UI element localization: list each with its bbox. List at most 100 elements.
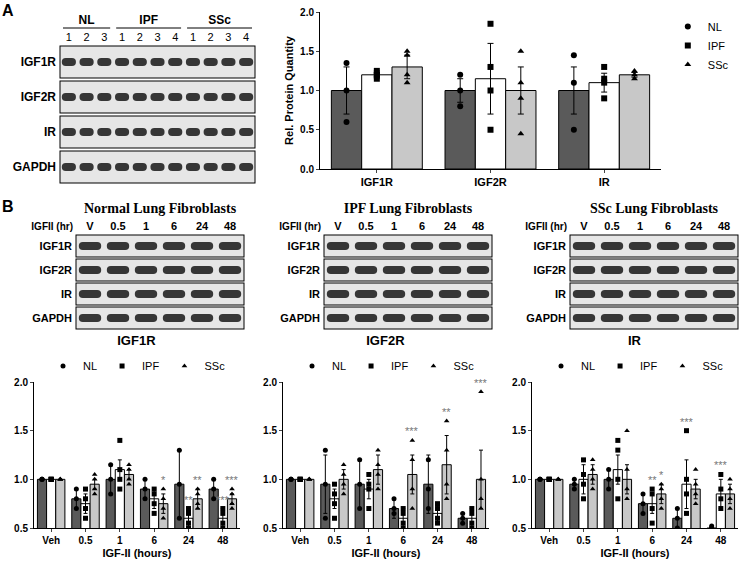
svg-text:4: 4 bbox=[172, 31, 178, 43]
svg-text:IGF1R: IGF1R bbox=[288, 240, 320, 252]
svg-text:GAPDH: GAPDH bbox=[526, 312, 566, 324]
svg-text:IGF1R: IGF1R bbox=[40, 240, 72, 252]
svg-text:IPF: IPF bbox=[142, 360, 159, 372]
svg-text:0.5: 0.5 bbox=[577, 535, 591, 546]
svg-text:IGF1R: IGF1R bbox=[117, 333, 156, 348]
svg-text:Normal Lung Fibroblasts: Normal Lung Fibroblasts bbox=[84, 201, 237, 216]
svg-text:IGF2R: IGF2R bbox=[21, 90, 57, 104]
svg-text:6: 6 bbox=[665, 220, 671, 232]
svg-text:1.5: 1.5 bbox=[512, 425, 526, 436]
svg-text:B: B bbox=[2, 198, 14, 215]
svg-text:1: 1 bbox=[66, 31, 72, 43]
svg-text:IR: IR bbox=[628, 333, 642, 348]
svg-text:2.0: 2.0 bbox=[512, 377, 526, 388]
svg-text:***: *** bbox=[680, 416, 694, 428]
svg-text:1: 1 bbox=[615, 535, 621, 546]
svg-text:3: 3 bbox=[154, 31, 160, 43]
svg-text:NL: NL bbox=[79, 13, 95, 27]
svg-text:1: 1 bbox=[637, 220, 643, 232]
svg-text:IGF2R: IGF2R bbox=[40, 264, 72, 276]
svg-text:0.5: 0.5 bbox=[604, 220, 619, 232]
svg-text:48: 48 bbox=[718, 220, 730, 232]
svg-text:SSc: SSc bbox=[453, 360, 474, 372]
svg-text:2: 2 bbox=[137, 31, 143, 43]
svg-text:3: 3 bbox=[225, 31, 231, 43]
svg-text:4: 4 bbox=[243, 31, 249, 43]
svg-text:IR: IR bbox=[44, 125, 56, 139]
svg-text:V: V bbox=[86, 220, 94, 232]
svg-text:IGF-II (hours): IGF-II (hours) bbox=[600, 547, 669, 559]
svg-text:Veh: Veh bbox=[291, 535, 309, 546]
svg-text:***: *** bbox=[714, 459, 728, 471]
svg-text:48: 48 bbox=[217, 535, 229, 546]
svg-text:6: 6 bbox=[419, 220, 425, 232]
svg-text:2: 2 bbox=[84, 31, 90, 43]
svg-text:2.0: 2.0 bbox=[14, 377, 28, 388]
svg-text:GAPDH: GAPDH bbox=[280, 312, 320, 324]
svg-text:0.5: 0.5 bbox=[14, 523, 28, 534]
svg-text:0.5: 0.5 bbox=[110, 220, 125, 232]
svg-text:1: 1 bbox=[190, 31, 196, 43]
svg-text:IGF2R: IGF2R bbox=[288, 264, 320, 276]
svg-text:**: ** bbox=[442, 406, 451, 418]
svg-text:0.5: 0.5 bbox=[263, 523, 277, 534]
svg-text:IGFII (hr): IGFII (hr) bbox=[279, 221, 321, 232]
svg-text:IR: IR bbox=[309, 288, 320, 300]
svg-text:1.0: 1.0 bbox=[263, 474, 277, 485]
svg-text:6: 6 bbox=[151, 535, 157, 546]
svg-text:**: ** bbox=[648, 474, 657, 486]
svg-text:1.0: 1.0 bbox=[14, 474, 28, 485]
svg-text:IGF-II (hours): IGF-II (hours) bbox=[102, 547, 171, 559]
svg-text:1: 1 bbox=[117, 535, 123, 546]
svg-text:IPF: IPF bbox=[708, 40, 725, 52]
svg-text:1: 1 bbox=[119, 31, 125, 43]
svg-text:SSc: SSc bbox=[702, 360, 723, 372]
svg-text:1: 1 bbox=[391, 220, 397, 232]
svg-text:GAPDH: GAPDH bbox=[13, 160, 56, 174]
svg-text:**: ** bbox=[193, 474, 202, 486]
svg-text:IGFII (hr): IGFII (hr) bbox=[525, 221, 567, 232]
svg-text:6: 6 bbox=[171, 220, 177, 232]
svg-text:24: 24 bbox=[196, 220, 209, 232]
svg-text:2: 2 bbox=[208, 31, 214, 43]
svg-text:SSc: SSc bbox=[204, 360, 225, 372]
svg-text:6: 6 bbox=[649, 535, 655, 546]
svg-text:V: V bbox=[334, 220, 342, 232]
svg-text:GAPDH: GAPDH bbox=[32, 312, 72, 324]
svg-text:0.0: 0.0 bbox=[300, 164, 314, 175]
svg-text:NL: NL bbox=[708, 21, 722, 33]
svg-text:NL: NL bbox=[332, 360, 346, 372]
svg-text:48: 48 bbox=[224, 220, 236, 232]
svg-text:V: V bbox=[580, 220, 588, 232]
svg-text:0.5: 0.5 bbox=[300, 124, 314, 135]
svg-text:1.5: 1.5 bbox=[300, 46, 314, 57]
svg-text:SSc Lung Fibroblasts: SSc Lung Fibroblasts bbox=[590, 201, 719, 216]
svg-text:IPF Lung Fibroblasts: IPF Lung Fibroblasts bbox=[344, 201, 473, 216]
svg-text:IGF1R: IGF1R bbox=[21, 55, 57, 69]
svg-text:IPF: IPF bbox=[139, 13, 158, 27]
svg-text:IGF1R: IGF1R bbox=[534, 240, 566, 252]
svg-text:24: 24 bbox=[432, 535, 444, 546]
svg-text:3: 3 bbox=[101, 31, 107, 43]
svg-text:IGFII (hr): IGFII (hr) bbox=[31, 221, 73, 232]
svg-text:IR: IR bbox=[61, 288, 72, 300]
svg-text:*: * bbox=[161, 474, 166, 486]
svg-text:48: 48 bbox=[466, 535, 478, 546]
svg-text:Veh: Veh bbox=[42, 535, 60, 546]
svg-text:1.0: 1.0 bbox=[300, 85, 314, 96]
svg-text:24: 24 bbox=[444, 220, 457, 232]
svg-text:Rel. Protein Quantity: Rel. Protein Quantity bbox=[283, 35, 295, 145]
svg-text:***: *** bbox=[225, 474, 239, 486]
svg-text:0.5: 0.5 bbox=[79, 535, 93, 546]
svg-text:SSc: SSc bbox=[708, 59, 729, 71]
svg-text:*: * bbox=[659, 469, 664, 481]
svg-text:1.5: 1.5 bbox=[263, 425, 277, 436]
svg-text:IGF-II (hours): IGF-II (hours) bbox=[351, 547, 420, 559]
svg-text:0.5: 0.5 bbox=[328, 535, 342, 546]
svg-text:0.5: 0.5 bbox=[512, 523, 526, 534]
svg-text:1: 1 bbox=[143, 220, 149, 232]
svg-text:IGF2R: IGF2R bbox=[474, 176, 506, 188]
svg-text:***: *** bbox=[216, 494, 230, 506]
svg-text:***: *** bbox=[474, 377, 488, 389]
svg-text:24: 24 bbox=[690, 220, 703, 232]
